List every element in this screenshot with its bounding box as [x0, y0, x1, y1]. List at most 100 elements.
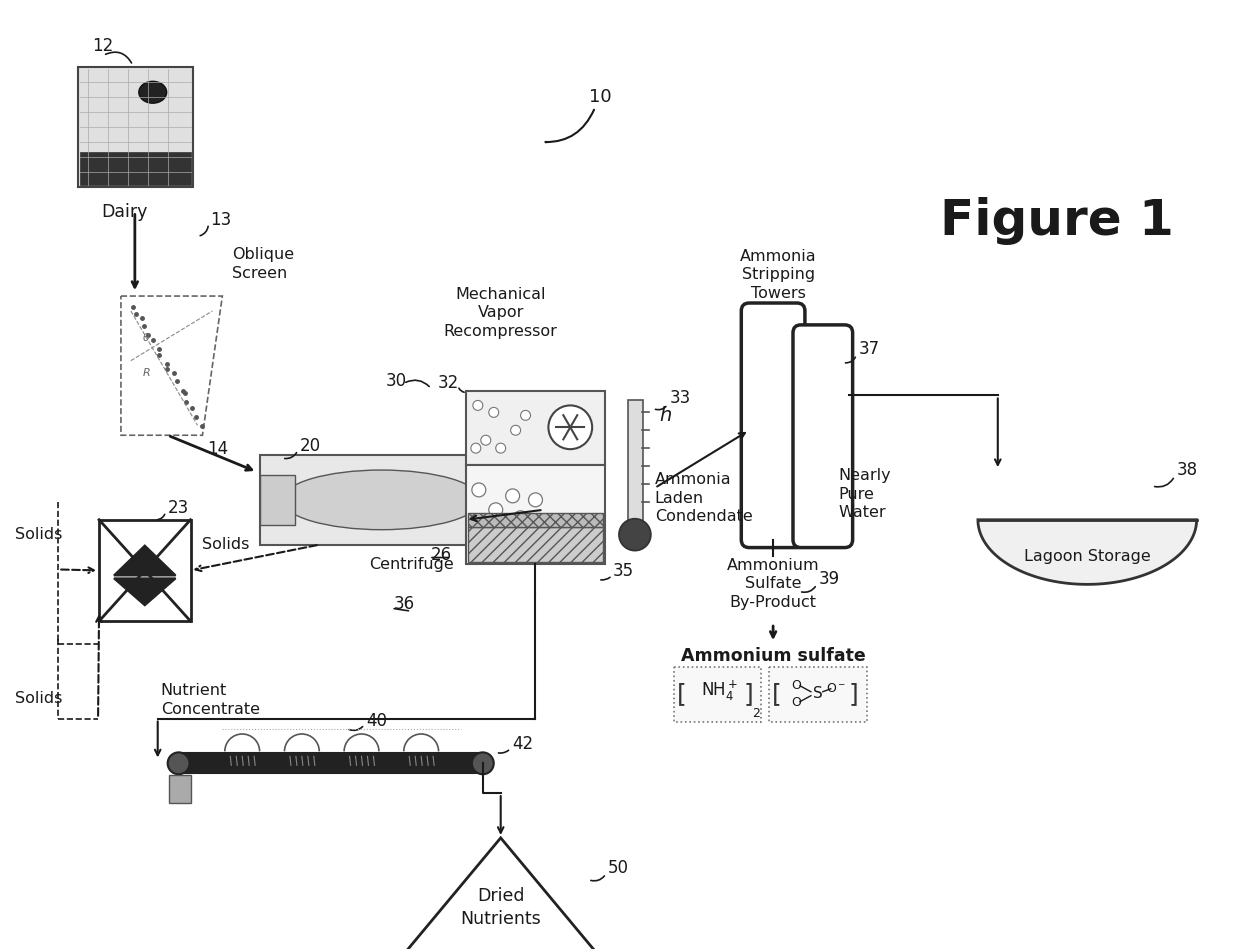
Text: Mechanical
Vapor
Recompressor: Mechanical Vapor Recompressor — [444, 287, 558, 339]
Text: 14: 14 — [207, 440, 228, 458]
Polygon shape — [114, 545, 176, 575]
Bar — [466, 466, 605, 565]
FancyBboxPatch shape — [794, 325, 853, 547]
Text: 12: 12 — [93, 36, 114, 54]
Circle shape — [472, 401, 482, 410]
Text: Ammonia
Stripping
Towers: Ammonia Stripping Towers — [740, 248, 816, 301]
Text: R: R — [143, 367, 150, 378]
Text: Ammonia
Laden
Condendate: Ammonia Laden Condendate — [655, 472, 753, 525]
FancyBboxPatch shape — [742, 303, 805, 547]
Bar — [673, 667, 761, 722]
FancyArrowPatch shape — [405, 380, 429, 387]
Text: 20: 20 — [300, 437, 321, 455]
FancyArrowPatch shape — [656, 407, 666, 409]
Bar — [260, 475, 295, 525]
Circle shape — [496, 444, 506, 453]
FancyArrowPatch shape — [601, 577, 610, 580]
Circle shape — [508, 533, 522, 546]
Text: h: h — [660, 406, 672, 425]
Text: Solids: Solids — [15, 527, 62, 542]
Circle shape — [489, 407, 498, 417]
Text: O$^-$: O$^-$ — [826, 683, 846, 695]
Text: θ: θ — [143, 333, 150, 343]
Text: Solids: Solids — [15, 691, 62, 706]
Text: Dairy: Dairy — [102, 203, 148, 221]
Circle shape — [489, 503, 502, 517]
Text: Oblique
Screen: Oblique Screen — [232, 248, 294, 281]
Text: Nutrient
Concentrate: Nutrient Concentrate — [161, 683, 259, 717]
Text: 36: 36 — [393, 595, 414, 613]
Text: 2: 2 — [753, 707, 760, 720]
Circle shape — [472, 483, 486, 497]
Bar — [467, 526, 603, 563]
Ellipse shape — [281, 470, 481, 529]
Polygon shape — [978, 520, 1197, 585]
Text: 42: 42 — [512, 736, 533, 753]
Polygon shape — [114, 579, 176, 605]
Circle shape — [472, 752, 494, 774]
FancyArrowPatch shape — [846, 357, 856, 363]
Circle shape — [481, 435, 491, 446]
Bar — [466, 390, 605, 466]
Text: 30: 30 — [386, 371, 407, 389]
Circle shape — [619, 519, 651, 550]
FancyArrowPatch shape — [105, 52, 131, 63]
FancyArrowPatch shape — [394, 608, 408, 611]
Bar — [78, 68, 192, 187]
FancyArrowPatch shape — [200, 227, 208, 236]
Bar — [467, 513, 603, 526]
Text: 50: 50 — [608, 859, 629, 877]
Text: ]: ] — [743, 682, 753, 705]
Text: 35: 35 — [613, 563, 634, 581]
Circle shape — [482, 527, 496, 542]
Bar — [627, 401, 642, 526]
Ellipse shape — [139, 81, 166, 103]
FancyArrowPatch shape — [459, 388, 464, 392]
FancyArrowPatch shape — [801, 586, 816, 592]
Text: 40: 40 — [367, 711, 387, 729]
Text: 10: 10 — [589, 89, 611, 107]
Circle shape — [494, 518, 507, 531]
Circle shape — [167, 752, 190, 774]
Circle shape — [528, 493, 542, 506]
Text: ]: ] — [848, 682, 858, 705]
Text: NH$_4^+$: NH$_4^+$ — [701, 679, 738, 703]
Text: Dried
Nutrients: Dried Nutrients — [460, 887, 541, 927]
Circle shape — [506, 489, 520, 503]
FancyArrowPatch shape — [350, 726, 362, 730]
Circle shape — [513, 511, 527, 525]
Circle shape — [521, 410, 531, 421]
Bar — [769, 667, 867, 722]
FancyArrowPatch shape — [285, 452, 296, 459]
Text: Lagoon Storage: Lagoon Storage — [1024, 549, 1151, 564]
FancyArrowPatch shape — [590, 876, 604, 881]
Circle shape — [533, 518, 547, 531]
Text: Ammonium
Sulfate
By-Product: Ammonium Sulfate By-Product — [727, 558, 820, 609]
Text: 32: 32 — [438, 373, 459, 391]
FancyArrowPatch shape — [498, 750, 508, 753]
Text: Centrifuge: Centrifuge — [368, 557, 454, 571]
Bar — [169, 775, 191, 803]
Text: O: O — [791, 696, 801, 709]
Text: 26: 26 — [432, 545, 453, 564]
FancyArrowPatch shape — [546, 109, 594, 143]
Text: Ammonium sulfate: Ammonium sulfate — [681, 647, 866, 665]
FancyArrowPatch shape — [157, 514, 165, 520]
Text: S: S — [813, 686, 822, 702]
FancyArrowPatch shape — [1154, 479, 1173, 486]
Text: 37: 37 — [858, 340, 879, 358]
Circle shape — [511, 426, 521, 435]
Bar — [179, 753, 482, 773]
Text: Solids: Solids — [202, 537, 249, 552]
Text: 39: 39 — [818, 570, 839, 588]
Bar — [260, 455, 543, 545]
Bar — [81, 152, 191, 185]
Bar — [99, 520, 191, 621]
Text: Figure 1: Figure 1 — [940, 197, 1174, 246]
Text: 33: 33 — [670, 389, 691, 407]
Text: [: [ — [773, 682, 782, 705]
Text: O: O — [791, 680, 801, 692]
Circle shape — [471, 444, 481, 453]
Text: [: [ — [677, 682, 687, 705]
Text: 38: 38 — [1177, 461, 1198, 479]
